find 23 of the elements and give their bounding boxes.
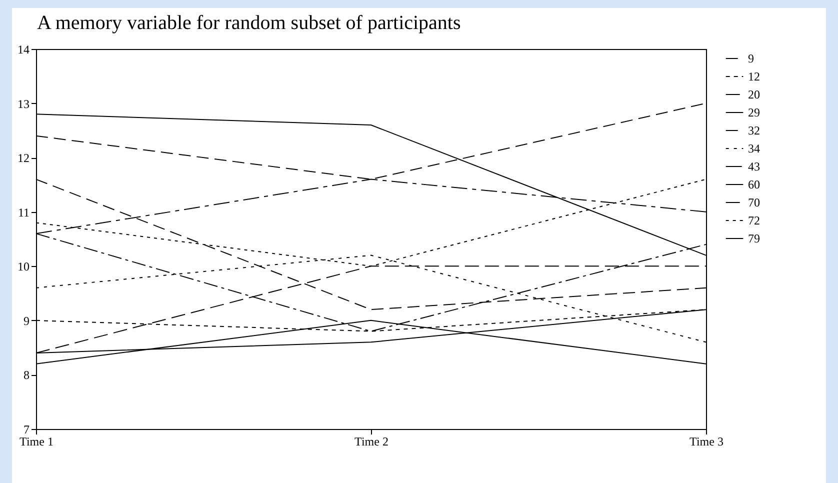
legend-label: 43 bbox=[748, 160, 760, 174]
y-tick-label: 10 bbox=[18, 260, 30, 274]
x-tick-label: Time 2 bbox=[354, 434, 388, 448]
legend-label: 29 bbox=[748, 106, 760, 120]
legend-label: 72 bbox=[748, 214, 760, 228]
x-tick-label: Time 3 bbox=[690, 434, 724, 448]
y-tick-label: 13 bbox=[18, 96, 30, 111]
legend-label: 32 bbox=[748, 124, 760, 138]
y-tick-label: 7 bbox=[24, 422, 30, 436]
legend-label: 20 bbox=[748, 88, 760, 102]
legend-label: 9 bbox=[748, 52, 754, 66]
legend-label: 34 bbox=[748, 142, 760, 156]
legend-label: 60 bbox=[748, 178, 760, 192]
x-tick-label: Time 1 bbox=[20, 434, 54, 448]
y-tick-label: 11 bbox=[18, 205, 30, 220]
y-tick-label: 12 bbox=[18, 151, 30, 166]
y-tick-label: 14 bbox=[18, 42, 30, 56]
chart-title: A memory variable for random subset of participants bbox=[37, 12, 461, 34]
legend-label: 70 bbox=[748, 196, 760, 210]
legend-label: 12 bbox=[748, 70, 760, 84]
y-tick-label: 9 bbox=[24, 314, 30, 328]
legend-label: 79 bbox=[748, 232, 760, 246]
y-tick-label: 8 bbox=[24, 368, 30, 382]
